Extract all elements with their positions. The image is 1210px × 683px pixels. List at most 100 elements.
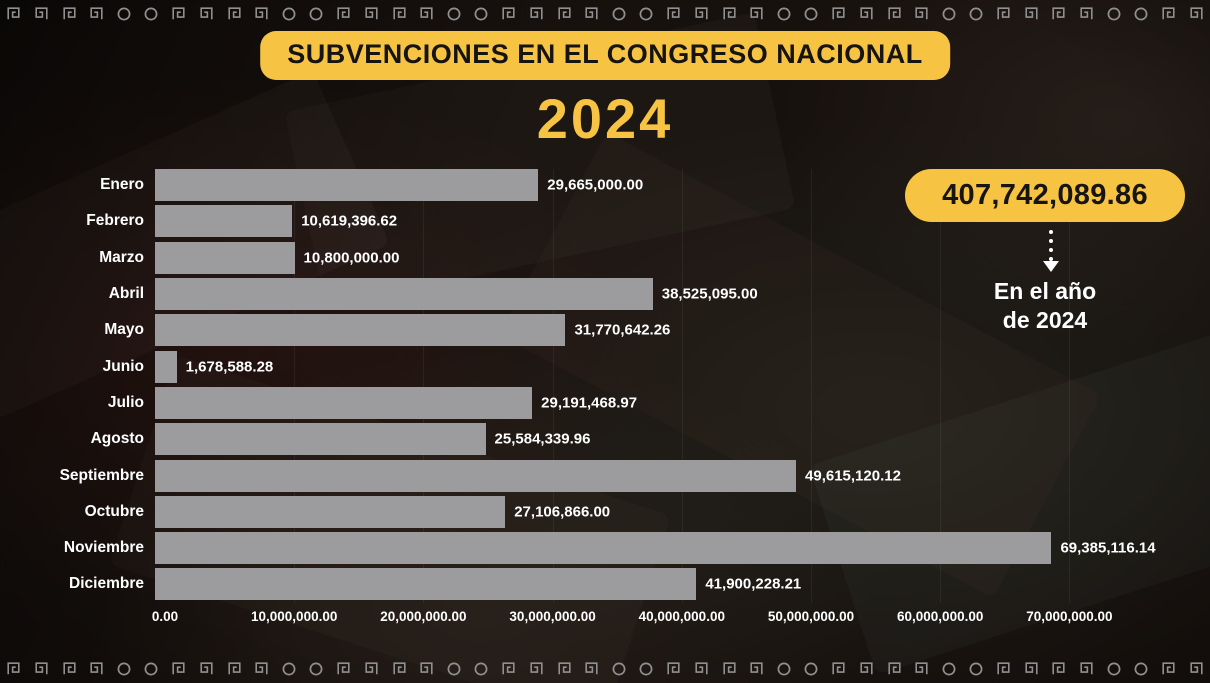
value-label: 49,615,120.12	[805, 467, 901, 485]
x-tick-label: 10,000,000.00	[251, 609, 338, 624]
circle-icon	[282, 7, 296, 21]
bar-rows: Enero 29,665,000.00 Febrero 10,619,396.62 Ma…	[0, 167, 1210, 603]
value-bar	[155, 314, 566, 347]
greek-key-icon	[6, 6, 21, 21]
x-axis: 0.00 10,000,000.00 20,000,000.00 30,000,000…	[152, 609, 1175, 633]
value-bar	[155, 350, 177, 383]
circle-icon	[639, 7, 653, 21]
greek-key-icon	[34, 661, 49, 676]
page-title: SUBVENCIONES EN EL CONGRESO NACIONAL	[260, 31, 950, 80]
greek-key-icon	[419, 6, 434, 21]
circle-icon	[804, 662, 818, 676]
greek-key-icon	[1079, 661, 1094, 676]
greek-key-icon	[171, 6, 186, 21]
x-tick-label: 40,000,000.00	[638, 609, 725, 624]
greek-key-icon	[1051, 661, 1066, 676]
circle-icon	[804, 7, 818, 21]
greek-key-icon	[584, 6, 599, 21]
month-label: Mayo	[104, 321, 144, 339]
bar-row: Marzo 10,800,000.00	[0, 240, 1210, 276]
total-caption-line2: de 2024	[1002, 306, 1088, 333]
greek-key-icon	[392, 6, 407, 21]
bar-track: 49,615,120.12	[155, 459, 1210, 492]
greek-key-icon	[364, 661, 379, 676]
month-label: Octubre	[84, 502, 144, 520]
bottom-border-pattern	[0, 655, 1210, 682]
greek-key-icon	[227, 6, 242, 21]
circle-icon	[777, 662, 791, 676]
circle-icon	[447, 7, 461, 21]
greek-key-icon	[722, 661, 737, 676]
circle-icon	[777, 7, 791, 21]
greek-key-icon	[584, 661, 599, 676]
greek-key-icon	[34, 6, 49, 21]
value-label: 31,770,642.26	[574, 321, 671, 339]
greek-key-icon	[831, 6, 846, 21]
value-label: 10,800,000.00	[303, 249, 400, 267]
greek-key-icon	[6, 661, 21, 676]
circle-icon	[1107, 7, 1121, 21]
circle-icon	[117, 662, 131, 676]
value-bar	[155, 386, 533, 419]
bar-row: Octubre 27,106,866.00	[0, 494, 1210, 530]
greek-key-icon	[694, 6, 709, 21]
circle-icon	[309, 7, 323, 21]
x-tick-label: 20,000,000.00	[380, 609, 467, 624]
greek-key-icon	[1079, 6, 1094, 21]
greek-key-icon	[996, 661, 1011, 676]
bar-track: 69,385,116.14	[155, 532, 1210, 565]
value-bar	[155, 241, 295, 274]
greek-key-icon	[914, 661, 929, 676]
greek-key-icon	[62, 661, 77, 676]
circle-icon	[942, 7, 956, 21]
greek-key-icon	[199, 661, 214, 676]
circle-icon	[969, 7, 983, 21]
bar-track: 1,678,588.28	[155, 350, 1210, 383]
greek-key-icon	[1189, 6, 1204, 21]
bar-row: Diciembre 41,900,228.21	[0, 566, 1210, 602]
value-bar	[155, 205, 293, 238]
value-bar	[155, 169, 539, 202]
circle-icon	[474, 662, 488, 676]
value-label: 69,385,116.14	[1060, 539, 1156, 557]
value-bar	[155, 459, 797, 492]
greek-key-icon	[887, 661, 902, 676]
greek-key-icon	[89, 6, 104, 21]
bar-row: Noviembre 69,385,116.14	[0, 530, 1210, 566]
greek-key-icon	[199, 6, 214, 21]
x-tick-label: 70,000,000.00	[1026, 609, 1113, 624]
circle-icon	[612, 662, 626, 676]
circle-icon	[282, 662, 296, 676]
greek-key-icon	[254, 6, 269, 21]
greek-key-icon	[831, 661, 846, 676]
greek-key-icon	[529, 6, 544, 21]
bar-track: 41,900,228.21	[155, 568, 1210, 601]
greek-key-icon	[1024, 661, 1039, 676]
greek-key-icon	[1161, 6, 1176, 21]
circle-icon	[447, 662, 461, 676]
year-heading: 2024	[536, 87, 674, 150]
value-bar	[155, 532, 1052, 565]
greek-key-icon	[996, 6, 1011, 21]
greek-key-icon	[501, 6, 516, 21]
value-label: 41,900,228.21	[705, 575, 802, 593]
value-label: 38,525,095.00	[661, 285, 758, 303]
greek-key-icon	[529, 661, 544, 676]
circle-icon	[144, 7, 158, 21]
bar-track: 25,584,339.96	[155, 423, 1210, 456]
value-label: 1,678,588.28	[185, 358, 274, 376]
greek-key-icon	[364, 6, 379, 21]
value-bar	[155, 495, 506, 528]
greek-key-icon	[859, 661, 874, 676]
greek-key-icon	[914, 6, 929, 21]
circle-icon	[1107, 662, 1121, 676]
circle-icon	[309, 662, 323, 676]
top-border-pattern	[0, 0, 1210, 27]
value-label: 10,619,396.62	[301, 212, 398, 230]
greek-key-icon	[722, 6, 737, 21]
value-label: 29,191,468.97	[541, 394, 638, 412]
circle-icon	[942, 662, 956, 676]
circle-icon	[144, 662, 158, 676]
bar-row: Septiembre 49,615,120.12	[0, 457, 1210, 493]
